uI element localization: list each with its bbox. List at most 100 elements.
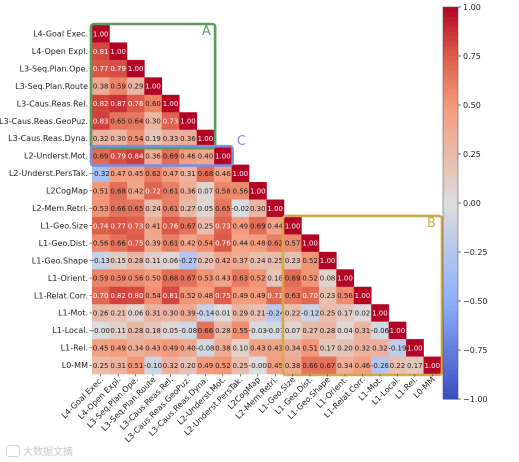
heatmap-cell	[371, 356, 389, 375]
colorbar-tick-label: 0.25	[463, 150, 481, 159]
heatmap-cell	[318, 304, 337, 322]
heatmap-cell	[92, 42, 110, 61]
heatmap-cell	[179, 112, 197, 130]
colorbar-segment	[443, 75, 458, 81]
heatmap-cell	[144, 112, 163, 130]
cell-value-label: -0.07	[266, 327, 284, 335]
colorbar-segment	[443, 85, 458, 91]
colorbar-segment	[443, 276, 458, 282]
colorbar-segment	[443, 36, 458, 42]
cell-value-label: -0.12	[301, 310, 319, 318]
cell-value-label: 1.00	[110, 48, 126, 56]
heatmap-cell	[109, 286, 128, 305]
cell-value-label: 0.63	[285, 292, 301, 300]
heatmap-cell	[126, 216, 145, 235]
heatmap-cell	[301, 286, 320, 305]
heatmap-cell	[249, 321, 267, 340]
cell-value-label: 0.43	[267, 344, 283, 352]
heatmap-cell	[196, 321, 215, 340]
heatmap-cell	[266, 304, 285, 322]
cell-value-label: 0.65	[128, 205, 144, 213]
cell-value-label: 0.79	[110, 65, 126, 73]
cell-value-label: 0.77	[93, 65, 109, 73]
cell-value-label: 0.17	[337, 310, 353, 318]
heatmap-cell	[92, 356, 110, 375]
heatmap-cell	[353, 321, 372, 340]
row-label: L1-Rel.	[61, 344, 88, 353]
colorbar-segment	[443, 60, 458, 67]
colorbar-segment	[443, 305, 458, 312]
colorbar-segment	[443, 296, 458, 302]
cell-value-label: 1.00	[198, 135, 214, 143]
heatmap-cell	[371, 304, 389, 322]
cell-value-label: 0.21	[110, 310, 126, 318]
heatmap-cell	[109, 42, 128, 61]
heatmap-cell	[92, 164, 110, 183]
colorbar-segment	[443, 139, 458, 145]
heatmap-cell	[109, 77, 128, 96]
heatmap-cell	[266, 251, 285, 270]
heatmap-cell	[144, 321, 163, 340]
cell-value-label: 0.77	[110, 222, 126, 230]
cell-value-label: 1.00	[407, 344, 423, 352]
heatmap-cell	[231, 304, 250, 322]
cell-value-label: 0.58	[215, 187, 231, 195]
heatmap-cell	[214, 321, 232, 340]
heatmap-cell	[336, 304, 355, 322]
heatmap-cell	[161, 286, 180, 305]
cell-value-label: 0.27	[302, 327, 318, 335]
heatmap-cell	[283, 234, 302, 253]
colorbar-segment	[443, 109, 458, 116]
cell-value-label: 0.32	[163, 362, 179, 370]
heatmap-cell	[301, 269, 320, 288]
heatmap-cell	[144, 251, 163, 270]
cell-value-label: 0.18	[267, 275, 283, 283]
cell-value-label: 0.36	[180, 187, 196, 195]
heatmap-cell	[92, 216, 110, 235]
cell-value-label: 0.65	[215, 205, 231, 213]
cell-value-label: 0.48	[250, 240, 266, 248]
cell-value-label: 0.65	[110, 118, 126, 126]
row-label: L1-Geo.Dist.	[39, 239, 88, 248]
cell-value-label: 1.00	[233, 170, 249, 178]
heatmap-cell	[196, 269, 215, 288]
heatmap-cell	[318, 251, 337, 270]
cell-value-label: 0.26	[93, 310, 109, 318]
heatmap-cell	[196, 339, 215, 357]
heatmap-cell	[161, 321, 180, 340]
cell-value-label: 0.43	[250, 344, 266, 352]
heatmap-cell	[336, 286, 355, 305]
cell-value-label: 1.00	[250, 187, 266, 195]
cell-value-label: 0.54	[145, 292, 161, 300]
heatmap-cell	[179, 199, 197, 218]
cell-value-label: 0.73	[215, 222, 231, 230]
cell-value-label: 0.70	[302, 292, 318, 300]
cell-value-label: 0.68	[110, 187, 126, 195]
colorbar-segment	[443, 301, 458, 307]
heatmap-cell	[161, 304, 180, 322]
cell-value-label: 0.44	[267, 222, 283, 230]
heatmap-cell	[318, 339, 337, 357]
cell-value-label: 0.30	[145, 118, 161, 126]
colorbar-segment	[443, 46, 458, 52]
colorbar-segment	[443, 232, 458, 238]
cell-value-label: 0.46	[355, 362, 371, 370]
heatmap-cell	[249, 269, 267, 288]
cell-value-label: 1.00	[163, 100, 179, 108]
cell-value-label: -0.19	[388, 344, 406, 352]
heatmap-cell	[353, 286, 372, 305]
heatmap-cell	[214, 216, 232, 235]
colorbar: 1.00 0.75 0.50 0.25 0.00 −0.25 −0.50 −0.75 −1.00	[442, 3, 488, 404]
colorbar-segment	[443, 21, 458, 28]
heatmap-cell	[196, 251, 215, 270]
cell-value-label: 0.30	[163, 310, 179, 318]
colorbar-segment	[443, 247, 458, 253]
heatmap-cell	[231, 164, 250, 183]
heatmap-cell	[92, 269, 110, 288]
cell-value-label: 0.67	[180, 222, 196, 230]
heatmap-cell	[179, 182, 197, 200]
heatmap-cell	[109, 199, 128, 218]
heatmap-cell	[126, 339, 145, 357]
heatmap-cell	[336, 339, 355, 357]
cell-value-label: 0.49	[163, 344, 179, 352]
